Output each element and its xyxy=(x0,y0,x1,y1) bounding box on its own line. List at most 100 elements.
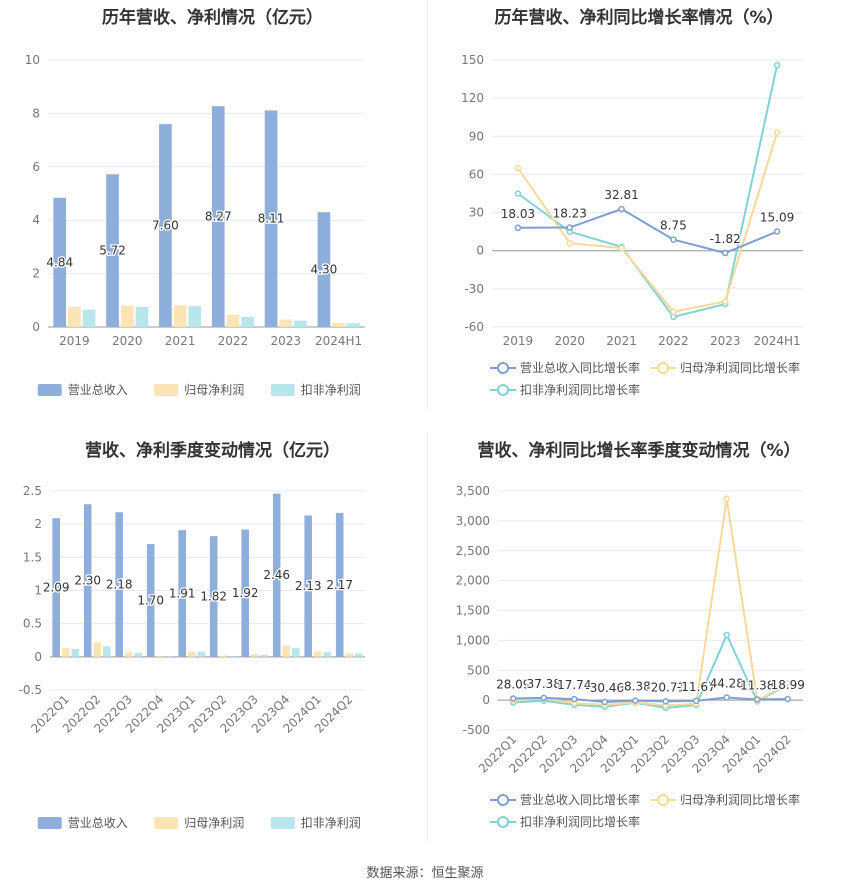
chart-quarterly-revenue: -0.500.511.522.52022Q12022Q22022Q32022Q4… xyxy=(19,484,365,830)
legend-label: 归母净利润同比增长率 xyxy=(680,792,800,807)
point-data-label: 17.74 xyxy=(557,678,591,692)
legend-marker-1 xyxy=(657,362,669,374)
y-tick-label: 1,500 xyxy=(456,604,490,618)
bar-0-2022 xyxy=(211,106,225,327)
bar-2-2023Q2 xyxy=(229,656,237,659)
bar-1-2023Q2 xyxy=(219,655,228,657)
bar-1-2019 xyxy=(68,306,81,327)
y-tick-label: -0.5 xyxy=(19,683,42,697)
bar-data-label: 8.27 xyxy=(205,210,232,224)
point-data-label: 44.28 xyxy=(710,676,744,690)
x-tick-label: 2020 xyxy=(554,334,585,348)
point-0-2019 xyxy=(514,224,522,232)
bar-data-label: 2.46 xyxy=(263,568,290,582)
y-tick-label: 150 xyxy=(461,53,484,67)
chart-title: 历年营收、净利同比增长率情况（%） xyxy=(494,8,784,28)
point-2-2023Q4 xyxy=(723,631,730,639)
legend-swatch-2 xyxy=(270,817,295,829)
legend-label: 扣非净利润 xyxy=(301,383,361,397)
point-data-label: 15.09 xyxy=(760,211,794,225)
point-0-2024H1 xyxy=(773,228,781,235)
y-tick-label: 0 xyxy=(34,650,42,664)
legend-swatch-0 xyxy=(37,817,62,829)
bar-2-2020 xyxy=(135,306,149,327)
point-0-2023Q4 xyxy=(723,694,730,701)
bar-1-2022 xyxy=(226,314,240,327)
bar-data-label: 2.18 xyxy=(106,578,133,592)
y-tick-label: 2,500 xyxy=(456,544,490,558)
panel-divider xyxy=(427,0,428,410)
point-1-2022 xyxy=(670,308,677,315)
y-tick-label: 8 xyxy=(32,106,40,120)
point-0-2022Q3 xyxy=(571,695,578,703)
legend-marker-2 xyxy=(497,816,509,828)
legend-label: 扣非净利润同比增长率 xyxy=(520,382,640,397)
bar-1-2022Q4 xyxy=(156,656,165,657)
y-tick-label: 6 xyxy=(32,160,40,174)
bar-1-2022Q3 xyxy=(124,652,133,657)
bar-0-2022Q2 xyxy=(83,504,92,657)
legend-label: 扣非净利润同比增长率 xyxy=(520,814,640,829)
series-line-1 xyxy=(513,498,789,707)
bar-data-label: 4.84 xyxy=(46,255,73,269)
bar-data-label: 1.92 xyxy=(232,586,259,600)
y-tick-label: 2,000 xyxy=(456,574,490,588)
y-tick-label: 2 xyxy=(32,267,40,281)
bar-0-2022Q4 xyxy=(146,544,155,657)
bar-1-2022Q2 xyxy=(93,642,102,657)
legend-swatch-1 xyxy=(154,817,179,829)
bar-0-2020 xyxy=(106,174,119,327)
y-tick-label: 500 xyxy=(467,663,490,677)
x-tick-label: 2022 xyxy=(658,334,689,348)
point-data-label: 37.38 xyxy=(527,677,561,691)
chart-annual-growth: -60 -30 0 30 60 90 120 150 2019 2020 2021 2022 2023 2… xyxy=(461,53,803,397)
bar-1-2023Q4 xyxy=(282,645,291,657)
y-tick-label: 1.5 xyxy=(23,550,42,564)
x-tick-label: 2019 xyxy=(503,334,534,348)
bar-2-2023 xyxy=(294,320,307,327)
point-1-2024H1 xyxy=(773,129,781,136)
point-data-label: 11.38 xyxy=(740,678,774,692)
bar-1-2023Q1 xyxy=(187,651,196,657)
point-0-2021 xyxy=(618,205,625,213)
chart-panel-annual-revenue: 历年营收、净利情况（亿元） 0 2 4 6 8 10 2019 2020 2021 2022 202… xyxy=(0,0,425,410)
legend-swatch-0 xyxy=(37,384,62,396)
chart-panel-quarterly-growth: 营收、净利同比增长率季度变动情况（%） -500 0 500 1,000 1,500 2,… xyxy=(428,432,850,852)
x-tick-label: 2020 xyxy=(112,334,143,348)
series-line-1 xyxy=(517,132,779,313)
x-tick-label: 2023 xyxy=(270,334,301,348)
point-0-2024Q1 xyxy=(754,696,761,703)
y-tick-label: -500 xyxy=(463,723,490,737)
point-0-2023 xyxy=(722,249,729,257)
chart-title: 营收、净利同比增长率季度变动情况（%） xyxy=(477,441,801,461)
y-tick-label: 120 xyxy=(461,91,484,105)
point-1-2020 xyxy=(566,239,573,247)
bar-2-2022Q4 xyxy=(166,656,174,657)
point-0-2022Q2 xyxy=(540,694,547,702)
legend-label: 营业总收入 xyxy=(68,816,128,830)
bar-1-2024Q1 xyxy=(313,651,322,657)
legend-label: 营业总收入 xyxy=(68,383,128,397)
y-tick-label: 1 xyxy=(34,584,42,598)
y-tick-label: 0 xyxy=(476,244,484,258)
y-tick-label: -30 xyxy=(464,282,484,296)
series-line-2 xyxy=(517,64,779,318)
point-data-label: -8.38 xyxy=(620,680,651,694)
bar-1-2021 xyxy=(173,305,187,327)
bar-0-2023Q3 xyxy=(241,529,249,657)
y-tick-label: 90 xyxy=(469,129,484,143)
point-data-label: -30.46 xyxy=(585,681,624,695)
y-tick-label: 1,000 xyxy=(456,633,490,647)
legend-label: 归母净利润同比增长率 xyxy=(680,360,800,375)
bar-0-2024H1 xyxy=(317,212,331,327)
bar-1-2020 xyxy=(120,305,134,327)
point-0-2022Q4 xyxy=(601,698,608,706)
bar-data-label: 1.82 xyxy=(200,589,227,603)
y-tick-label: 2.5 xyxy=(23,484,42,498)
bar-data-label: 2.13 xyxy=(295,579,322,593)
bar-data-label: 1.91 xyxy=(169,586,196,600)
bar-data-label: 2.09 xyxy=(43,581,70,595)
legend-swatch-2 xyxy=(270,384,295,396)
bar-1-2024Q2 xyxy=(345,653,354,657)
point-0-2020 xyxy=(566,224,573,231)
